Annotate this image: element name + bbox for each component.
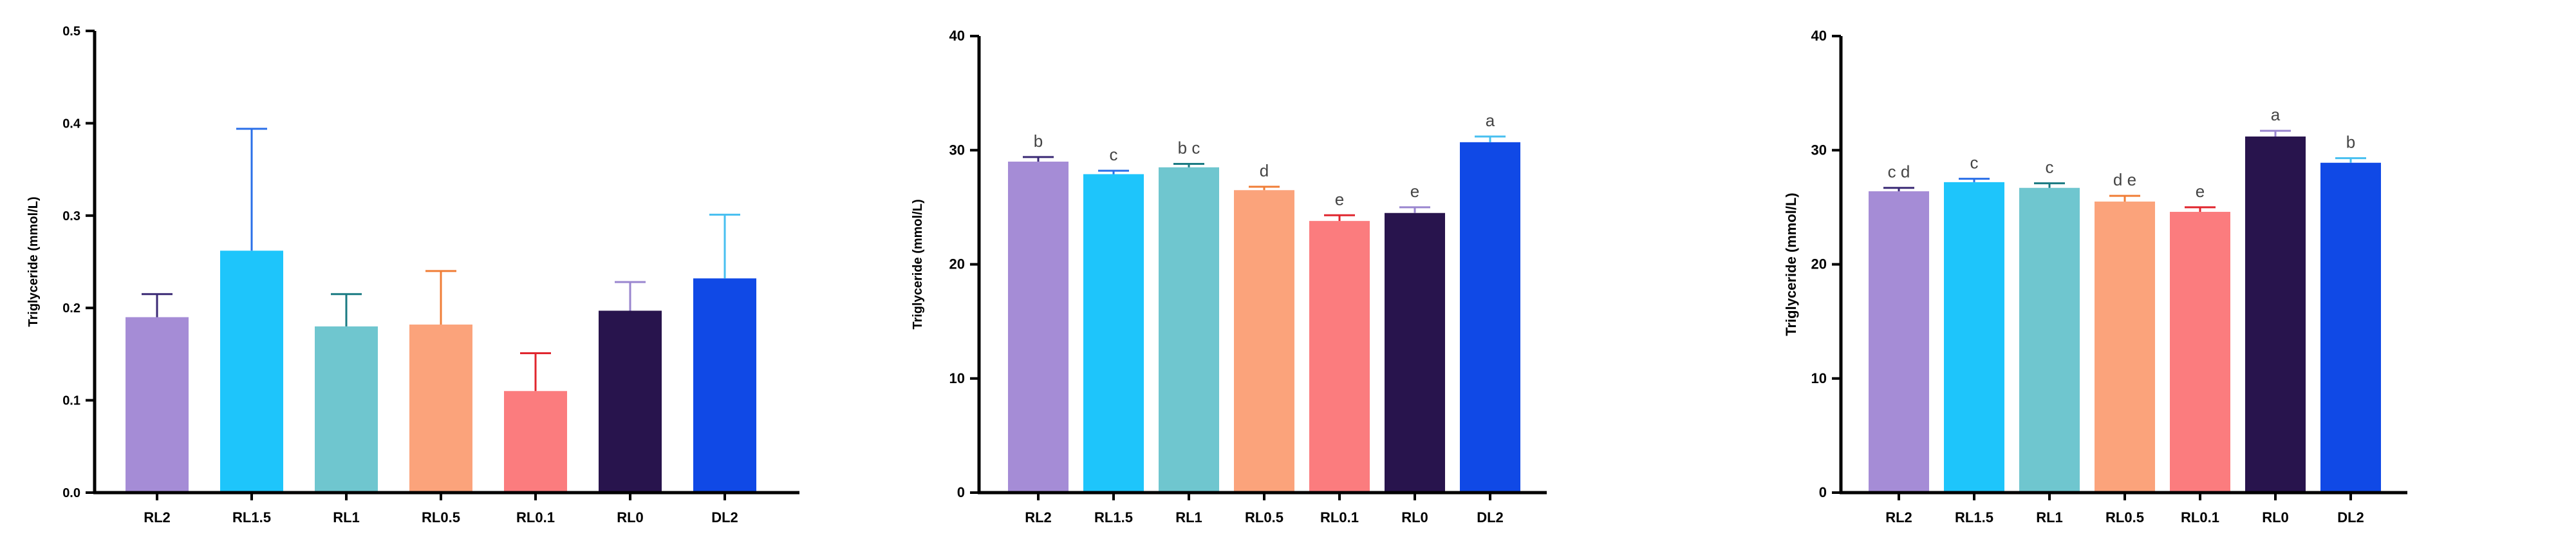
bar-rl0-1 (1309, 221, 1370, 493)
x-tick-label: RL0.1 (516, 509, 555, 525)
x-tick-label: RL1 (1175, 509, 1202, 525)
significance-label: b (2346, 133, 2355, 152)
significance-label: d (1260, 161, 1269, 180)
significance-label: b c (1178, 138, 1200, 158)
x-tick-label: RL2 (1885, 509, 1912, 525)
bar-rl0-1 (504, 391, 567, 493)
y-tick-label: 0 (1819, 484, 1827, 500)
x-tick-label: RL2 (1025, 509, 1052, 525)
y-axis-label: Triglyceride (mmol/L) (1783, 193, 1799, 336)
y-tick-label: 10 (1811, 370, 1827, 386)
x-tick-label: RL0.1 (1320, 509, 1359, 525)
y-axis-label: Triglyceride (mmol/L) (26, 196, 41, 326)
bar-dl2 (2320, 162, 2381, 493)
bar-rl0-1 (2170, 211, 2230, 493)
bar-rl1 (1159, 167, 1219, 493)
bar-rl1-5 (1083, 174, 1144, 493)
x-tick-label: RL0.5 (1245, 509, 1283, 525)
significance-label: a (1486, 111, 1495, 130)
bar-rl2 (1008, 161, 1069, 493)
significance-label: b (1034, 131, 1043, 151)
x-tick-label: RL2 (144, 509, 171, 525)
significance-label: d e (2113, 170, 2136, 189)
y-tick-label: 0 (957, 484, 965, 500)
y-tick-label: 0.1 (62, 394, 80, 408)
x-tick-label: RL1.5 (232, 509, 271, 525)
y-tick-label: 20 (1811, 256, 1827, 272)
significance-label: c d (1888, 162, 1910, 182)
significance-label: c (2046, 158, 2054, 177)
significance-label: a (2271, 105, 2281, 124)
bar-rl1-5 (1944, 182, 2004, 493)
bar-rl0 (1385, 213, 1445, 493)
bar-rl1 (2019, 187, 2080, 493)
y-axis-label: Triglyceride (mmol/L) (911, 199, 925, 329)
x-tick-label: RL1.5 (1955, 509, 1993, 525)
x-tick-label: RL0 (1401, 509, 1428, 525)
x-tick-label: DL2 (711, 509, 738, 525)
bar-rl0-5 (2095, 202, 2155, 493)
bar-rl2 (1869, 191, 1929, 493)
x-tick-label: RL0.5 (422, 509, 460, 525)
x-tick-label: RL0.1 (2181, 509, 2219, 525)
y-tick-label: 10 (949, 370, 965, 386)
chart-panel-1: 0.0 0.1 0.2 0.3 0.4 0.5 RL2 RL1.5 RL1 RL0.5 RL0.1 R… (26, 24, 799, 525)
y-tick-label: 0.5 (62, 24, 80, 39)
bar-dl2 (693, 278, 756, 493)
x-tick-label: RL0.5 (2105, 509, 2144, 525)
significance-label: e (2196, 182, 2205, 201)
x-tick-label: DL2 (2337, 509, 2364, 525)
bar-rl0-5 (409, 325, 472, 493)
bar-dl2 (1460, 142, 1520, 493)
y-tick-label: 30 (1811, 142, 1827, 158)
y-tick-label: 0.4 (62, 117, 81, 131)
x-tick-label: RL1.5 (1094, 509, 1133, 525)
y-tick-label: 40 (949, 28, 965, 44)
significance-label: e (1410, 182, 1419, 201)
y-tick-label: 0.0 (62, 486, 80, 500)
y-tick-label: 30 (949, 142, 965, 158)
bar-rl1-5 (220, 250, 283, 493)
x-tick-label: RL1 (2036, 509, 2063, 525)
y-tick-label: 0.3 (62, 209, 80, 223)
bar-rl2 (126, 317, 189, 493)
significance-label: c (1110, 145, 1118, 164)
y-tick-label: 0.2 (62, 301, 80, 316)
bar-rl0-5 (1234, 190, 1294, 493)
bar-rl0 (599, 310, 662, 493)
x-tick-label: RL1 (333, 509, 360, 525)
bar-rl1 (315, 326, 378, 493)
y-tick-label: 20 (949, 256, 965, 272)
x-tick-label: RL0 (2262, 509, 2289, 525)
x-tick-label: DL2 (1477, 509, 1504, 525)
chart-panel-2: b c b c d e e a 0 10 20 30 40 RL2 RL1.5 RL1 RL0.5 RL0.1 R… (911, 28, 1547, 525)
bar-rl0 (2245, 136, 2306, 493)
significance-label: e (1335, 189, 1344, 209)
chart-panel-3: c d c c d e e a b 0 10 20 30 40 RL2 RL1.5 RL1 RL0.5 RL0.… (1783, 28, 2407, 525)
y-tick-label: 40 (1811, 28, 1827, 44)
x-tick-label: RL0 (617, 509, 644, 525)
significance-label: c (1970, 153, 1979, 173)
